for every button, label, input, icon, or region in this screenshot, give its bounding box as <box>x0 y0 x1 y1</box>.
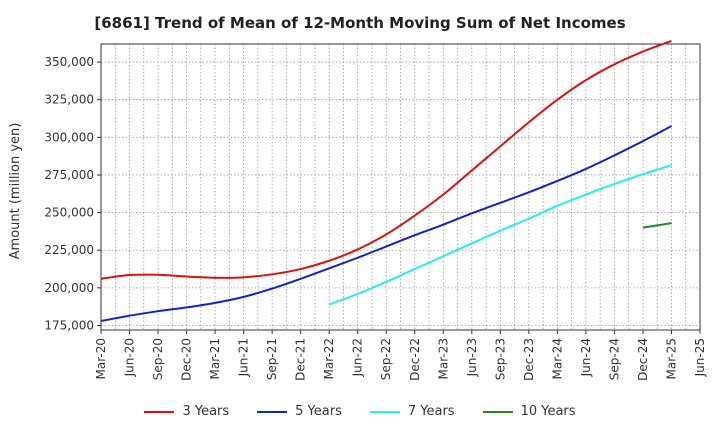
series-line-7-years <box>328 164 672 306</box>
x-tick-label: Mar-20 <box>94 338 108 379</box>
y-tick-label: 275,000 <box>44 168 94 182</box>
x-tick-label: Mar-25 <box>664 338 678 379</box>
x-tick-label: Dec-23 <box>522 338 536 381</box>
x-tick-label: Sep-24 <box>607 338 621 380</box>
series-line-10-years <box>642 222 672 229</box>
x-tick-label: Jun-21 <box>237 338 251 377</box>
x-tick-label: Dec-22 <box>408 338 422 381</box>
y-tick-label: 325,000 <box>44 93 94 107</box>
x-tick-label: Dec-24 <box>636 338 650 381</box>
axis-layer: 175,000 200,000 225,000 250,000 275,000 300,0… <box>44 43 707 381</box>
legend-label: 3 Years <box>182 404 230 419</box>
legend-swatch <box>144 410 175 413</box>
legend-label: 10 Years <box>520 404 576 419</box>
y-tick-label: 225,000 <box>44 243 94 257</box>
legend-label: 5 Years <box>295 404 342 419</box>
legend-item-7-years: 7 Years <box>369 404 455 419</box>
chart-title: [6861] Trend of Mean of 12-Month Moving … <box>94 14 626 32</box>
legend: 3 Years 5 Years 7 Years 10 Years <box>0 404 720 419</box>
legend-swatch <box>482 410 513 413</box>
grid-layer <box>100 44 701 330</box>
x-tick-label: Mar-22 <box>322 338 336 379</box>
y-tick-label: 250,000 <box>44 206 94 220</box>
series-line-3-years <box>100 40 672 280</box>
x-tick-label: Sep-22 <box>379 338 393 380</box>
y-tick-label: 350,000 <box>44 55 94 69</box>
x-tick-label: Mar-23 <box>436 338 450 379</box>
plot-frame <box>100 43 701 331</box>
y-tick-label: 175,000 <box>44 318 94 332</box>
y-tick-label: 200,000 <box>44 281 94 295</box>
y-tick-label: 300,000 <box>44 130 94 144</box>
legend-swatch <box>257 410 288 413</box>
x-tick-label: Sep-21 <box>265 338 279 380</box>
x-tick-label: Sep-23 <box>493 338 507 380</box>
y-axis-label: Amount (million yen) <box>8 123 23 260</box>
legend-swatch <box>369 410 400 413</box>
legend-item-5-years: 5 Years <box>257 404 342 419</box>
series-layer <box>100 40 672 322</box>
x-tick-label: Mar-21 <box>208 338 222 379</box>
legend-label: 7 Years <box>407 404 455 419</box>
x-tick-label: Jun-23 <box>465 338 479 377</box>
x-tick-label: Mar-24 <box>550 338 564 379</box>
x-tick-label: Sep-20 <box>151 338 165 380</box>
series-line-5-years <box>100 125 672 322</box>
legend-item-3-years: 3 Years <box>144 404 229 419</box>
x-tick-label: Dec-20 <box>180 338 194 381</box>
x-tick-label: Jun-25 <box>693 338 707 377</box>
x-tick-label: Jun-22 <box>351 338 365 377</box>
x-tick-label: Dec-21 <box>294 338 308 381</box>
x-tick-label: Jun-24 <box>579 338 593 377</box>
x-tick-label: Jun-20 <box>123 338 137 377</box>
legend-item-10-years: 10 Years <box>482 404 576 419</box>
